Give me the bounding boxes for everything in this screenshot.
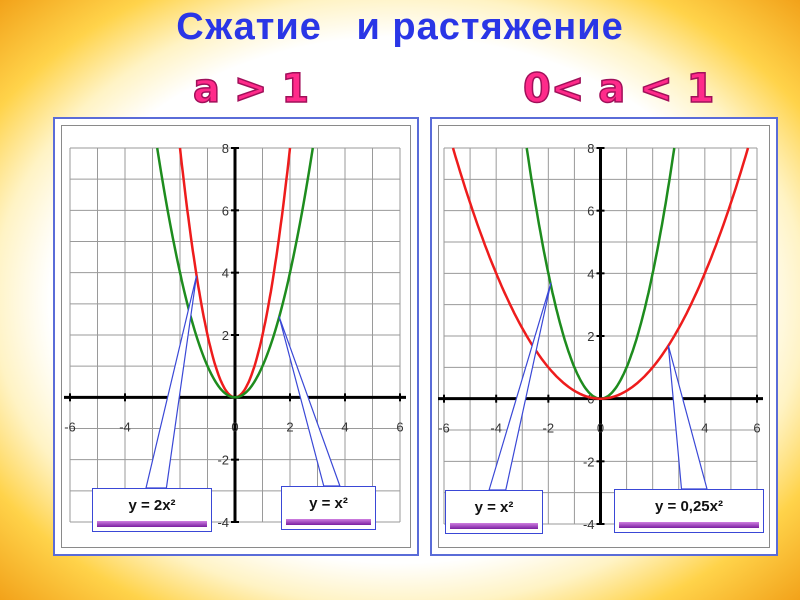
curve-red [451,147,750,400]
y-tick-label: 4 [587,266,594,281]
x-tick-label: 6 [396,419,403,434]
x-tick-label: -2 [543,421,555,436]
y-tick-label: 6 [587,204,594,219]
formula-bar [619,522,759,528]
formula-label: y = x² [309,495,348,512]
formula-bar [97,521,207,527]
chart-frame-left [61,125,411,548]
x-tick-label: 4 [701,421,708,436]
x-tick-label: -4 [490,421,502,436]
formula-bar [286,519,371,525]
formula-label: y = 0,25x² [655,498,723,515]
x-tick-label: 0 [597,421,604,436]
y-tick-label: -2 [217,453,229,468]
formula-box-2x2: y = 2x² [92,488,212,532]
formula-box-x2-right: y = x² [445,490,543,534]
y-tick-label: 2 [222,328,229,343]
formula-box-025x2: y = 0,25x² [614,489,764,533]
formula-bar [450,523,538,529]
y-tick-label: 8 [222,141,229,156]
x-tick-label: 6 [753,421,760,436]
x-tick-label: -6 [64,419,76,434]
y-tick-label: -4 [583,517,595,532]
callout-pointer [488,282,552,491]
callout-pointer [278,316,341,487]
slide-title: Сжатие и растяжение [176,6,624,48]
y-tick-label: 2 [587,329,594,344]
x-tick-label: -4 [119,419,131,434]
formula-box-x2-left: y = x² [281,486,376,530]
x-tick-label: 4 [341,419,348,434]
y-tick-label: 4 [222,266,229,281]
x-tick-label: -6 [438,421,450,436]
condition-a-greater-1: a > 1 [192,65,310,113]
y-tick-label: 0 [587,392,594,407]
formula-label: y = 2x² [128,497,176,514]
x-tick-label: 2 [286,419,293,434]
y-tick-label: -4 [217,515,229,530]
y-tick-label: 8 [587,141,594,156]
formula-label: y = x² [474,499,514,516]
callout-pointer [145,275,198,489]
curve-green [155,147,315,399]
y-tick-label: 6 [222,203,229,218]
chart-frame-right [438,125,770,548]
y-tick-label: -2 [583,454,595,469]
condition-a-between-0-1: 0< a < 1 [522,65,715,113]
x-tick-label: 0 [231,419,238,434]
